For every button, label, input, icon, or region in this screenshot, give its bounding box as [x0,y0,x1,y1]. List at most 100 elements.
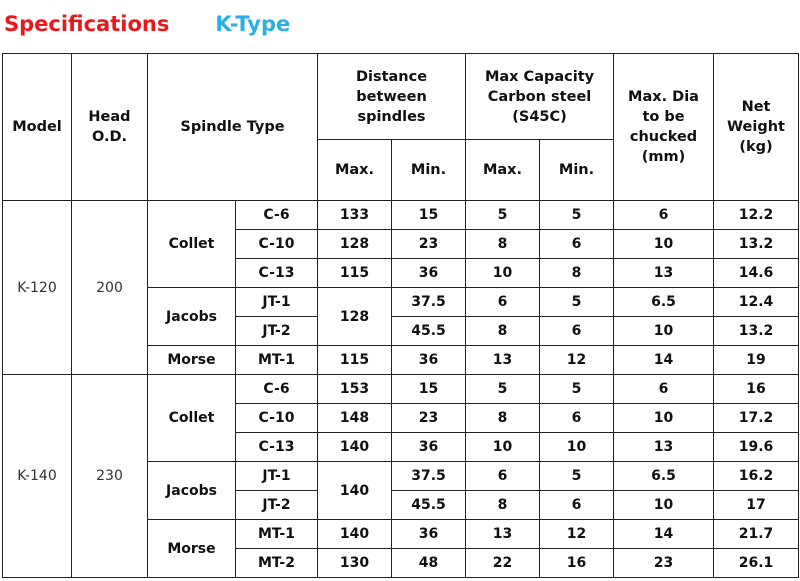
cap-min-cell: 16 [539,548,615,578]
table-row: C-10 128 23 8 6 10 13.2 [3,229,800,259]
table-row: C-13 140 36 10 10 13 19.6 [3,432,800,462]
dia-cell: 10 [613,316,715,346]
spindle-cell: C-6 [235,200,318,230]
weight-cell: 12.4 [713,287,800,317]
dist-min-cell: 45.5 [390,316,467,346]
cap-max-cell: 13 [465,345,541,375]
dist-min-cell: 36 [390,432,467,462]
dia-cell: 10 [613,403,715,433]
dia-cell: 6 [613,200,715,230]
dia-cell: 14 [613,519,715,549]
cap-min-cell: 6 [539,316,615,346]
dist-min-cell: 45.5 [390,490,467,520]
dia-cell: 10 [613,229,715,259]
dia-cell: 14 [613,345,715,375]
title-specifications: Specifications [4,12,170,36]
table-row: C-13 115 36 10 8 13 14.6 [3,258,800,288]
cap-min-cell: 6 [539,229,615,259]
spindle-cell: MT-2 [235,548,318,578]
table-row: JT-2 45.5 8 6 10 17 [3,490,800,520]
cap-min-cell: 5 [539,287,615,317]
spindle-cell: C-10 [235,229,318,259]
table-row: MT-2 130 48 22 16 23 26.1 [3,548,800,578]
cap-max-cell: 5 [465,200,541,230]
spindle-cell: MT-1 [235,519,318,549]
cap-max-cell: 13 [465,519,541,549]
table-row: Jacobs JT-1 128 37.5 6 5 6.5 12.4 [3,287,800,346]
spindle-group-cell: Collet [147,374,236,462]
head-od-cell: 200 [71,200,148,375]
cap-min-cell: 12 [539,519,615,549]
weight-cell: 12.2 [713,200,800,230]
header-max-capacity: Max Capacity Carbon steel (S45C) [465,53,615,140]
dia-cell: 6.5 [613,461,715,491]
dist-max-cell: 115 [317,345,392,375]
cap-max-cell: 5 [465,374,541,404]
cap-min-cell: 5 [539,374,615,404]
header-distance-min: Min. [390,139,467,201]
dist-min-cell: 15 [390,374,467,404]
model-cell: K-120 [2,200,72,375]
cap-max-cell: 8 [465,403,541,433]
dia-cell: 6 [613,374,715,404]
dist-min-cell: 23 [390,229,467,259]
dist-min-cell: 36 [390,345,467,375]
model-cell: K-140 [2,374,72,578]
header-distance: Distance between spindles [316,53,467,140]
header-net-weight: Net Weight (kg) [713,53,800,201]
dist-min-cell: 48 [390,548,467,578]
spindle-cell: JT-1 [235,461,318,491]
header-row-1: Model Head O.D. Spindle Type Distance be… [2,53,800,201]
cap-min-cell: 5 [539,200,615,230]
weight-cell: 19.6 [713,432,800,462]
weight-cell: 16 [713,374,800,404]
dist-max-cell: 128 [317,287,392,346]
dist-max-cell: 130 [317,548,392,578]
spindle-cell: C-13 [235,258,318,288]
dia-cell: 13 [613,432,715,462]
cap-max-cell: 8 [465,229,541,259]
cap-max-cell: 6 [465,287,541,317]
dist-min-cell: 37.5 [390,287,467,317]
cap-min-cell: 12 [539,345,615,375]
page-title: Specifications K-Type [4,12,290,36]
weight-cell: 17.2 [713,403,800,433]
dist-max-cell: 140 [317,519,392,549]
cap-min-cell: 5 [539,461,615,491]
dia-cell: 13 [613,258,715,288]
spindle-group-cell: Morse [147,345,236,375]
header-model: Model [2,53,72,201]
dist-max-cell: 115 [317,258,392,288]
dist-min-cell: 15 [390,200,467,230]
header-head-od: Head O.D. [71,53,148,201]
spindle-group-cell: Morse [147,519,236,578]
cap-max-cell: 10 [465,258,541,288]
dist-max-cell: 153 [317,374,392,404]
spindle-cell: C-6 [235,374,318,404]
head-od-cell: 230 [71,374,148,578]
spindle-cell: MT-1 [235,345,318,375]
dia-cell: 10 [613,490,715,520]
header-spindle-type: Spindle Type [147,53,318,201]
cap-max-cell: 10 [465,432,541,462]
dist-min-cell: 23 [390,403,467,433]
cap-min-cell: 6 [539,490,615,520]
dist-min-cell: 36 [390,258,467,288]
table-row: K-120 200 Collet C-6 133 15 5 5 6 12.2 [2,200,800,375]
weight-cell: 16.2 [713,461,800,491]
header-distance-max: Max. [317,139,392,201]
weight-cell: 26.1 [713,548,800,578]
spindle-group-cell: Collet [147,200,236,288]
dist-min-cell: 37.5 [390,461,467,491]
header-capacity-max: Max. [465,139,541,201]
weight-cell: 13.2 [713,316,800,346]
dist-min-cell: 36 [390,519,467,549]
dia-cell: 6.5 [613,287,715,317]
title-k-type: K-Type [215,12,291,36]
header-capacity-min: Min. [539,139,615,201]
table-row: Jacobs JT-1 140 37.5 6 5 6.5 16.2 [3,461,800,520]
spindle-cell: JT-2 [235,316,318,346]
dist-max-cell: 133 [317,200,392,230]
spindle-group-cell: Jacobs [147,461,236,520]
cap-max-cell: 8 [465,316,541,346]
